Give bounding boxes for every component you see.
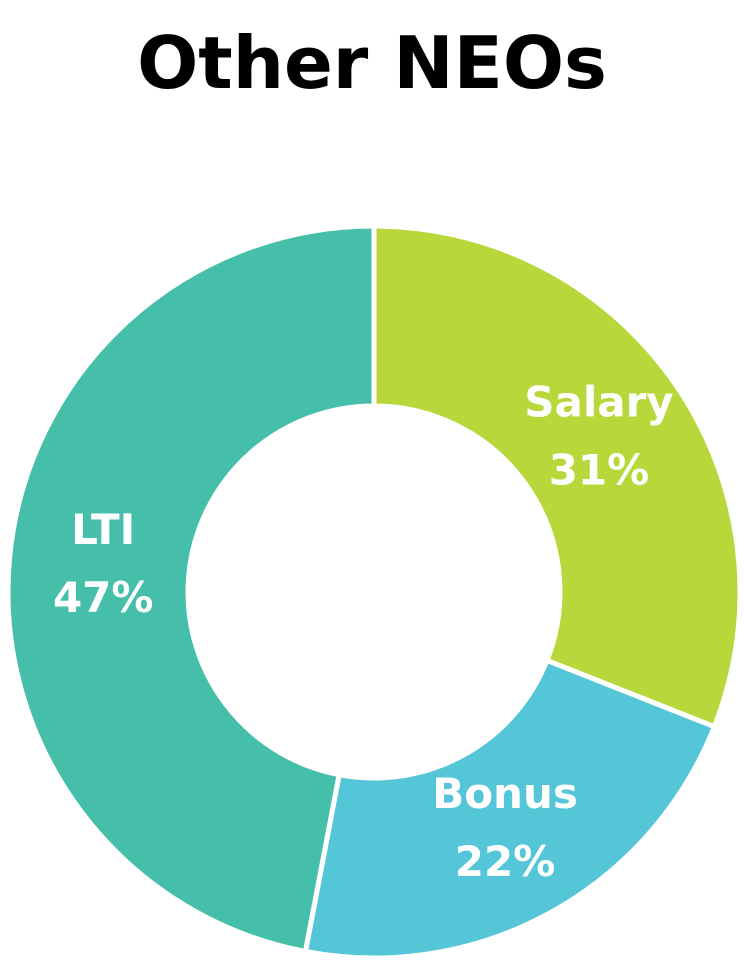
segment-label: LTI [71,505,135,554]
donut-segment [5,223,377,955]
value-label: 22% [455,837,556,886]
value-label: 31% [549,446,650,495]
chart-title: Other NEOs [137,21,607,105]
segment-label: Salary [524,378,673,427]
value-label: 47% [53,573,154,622]
segment-label: Bonus [432,769,578,818]
donut-segment [302,657,718,961]
donut-segment [371,223,743,730]
